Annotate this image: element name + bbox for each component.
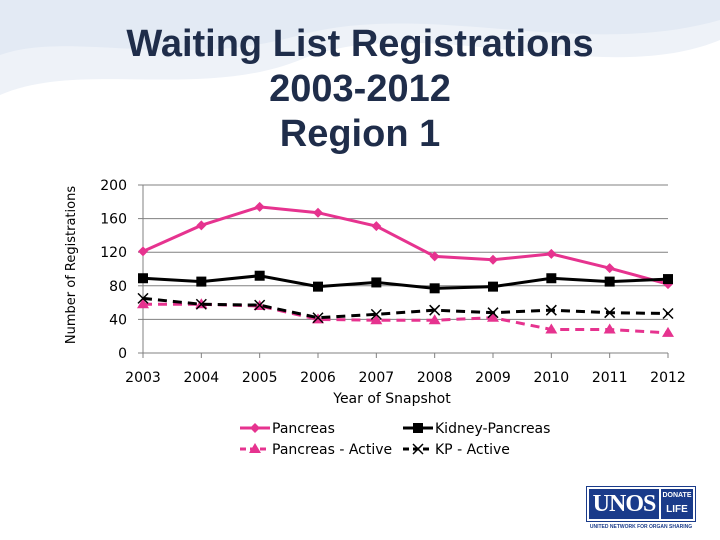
legend-entry: Pancreas [240, 421, 335, 437]
logo-life: LIFE [666, 504, 688, 515]
series-pancreas-active [137, 298, 674, 337]
data-point [429, 251, 440, 262]
x-tick-label: 2011 [592, 370, 628, 386]
data-point [487, 307, 499, 319]
data-point [313, 207, 323, 218]
data-point [413, 423, 423, 433]
data-point [137, 292, 149, 304]
x-tick-label: 2008 [417, 370, 453, 386]
data-point [488, 281, 498, 292]
unos-logo: UNOS DONATE LIFE UNITED NETWORK FOR ORGA… [586, 486, 696, 532]
y-axis-label: Number of Registrations [64, 186, 79, 344]
data-point [371, 277, 382, 288]
legend-entry: Pancreas - Active [240, 442, 392, 458]
x-tick-label: 2006 [300, 370, 336, 386]
series-line [142, 205, 669, 286]
data-point [429, 304, 441, 316]
logo-donate: DONATE [662, 492, 692, 499]
data-point [488, 254, 498, 265]
legend-label: Pancreas - Active [272, 442, 392, 458]
y-tick-label: 80 [109, 279, 127, 295]
logo-donate-life: DONATE LIFE [661, 489, 693, 519]
data-point [137, 298, 149, 309]
chart-title: Waiting List Registrations 2003-2012 Reg… [60, 22, 660, 157]
data-point [138, 273, 148, 284]
series-layer [137, 201, 674, 337]
x-tick-label: 2010 [534, 370, 570, 386]
y-tick-label: 120 [100, 245, 127, 261]
series-kidney-pancreas [138, 270, 673, 294]
data-point [254, 299, 266, 311]
y-tick-label: 0 [118, 346, 127, 362]
legend: Pancreas Kidney-Pancreas Pancreas - Active… [240, 421, 550, 458]
x-tick-label: 2004 [184, 370, 220, 386]
gridlines [143, 184, 668, 320]
series-line [143, 302, 669, 335]
legend-label: Kidney-Pancreas [435, 421, 550, 437]
axes: 0 40 80 120 160 200 2003 2004 2005 2006 2007 2008 20… [100, 178, 686, 386]
data-point [546, 273, 557, 284]
data-point [312, 312, 324, 324]
data-point [195, 298, 207, 310]
data-point [254, 201, 265, 212]
data-point [249, 443, 261, 453]
data-point [545, 304, 557, 316]
series-pancreas [138, 201, 673, 290]
x-tick-label: 2003 [125, 370, 161, 386]
data-point [254, 270, 265, 281]
data-point [546, 248, 557, 259]
legend-entry: KP - Active [403, 442, 510, 458]
title-line-2: 2003-2012 [269, 68, 451, 110]
data-point [429, 283, 440, 294]
logo-frame: UNOS DONATE LIFE [586, 486, 696, 522]
x-axis-label: Year of Snapshot [332, 391, 451, 407]
data-point [662, 326, 674, 337]
data-point [196, 220, 207, 231]
logo-main-text: UNOS [589, 489, 659, 519]
data-point [313, 281, 323, 292]
data-point [487, 311, 499, 322]
series-kp-active [137, 292, 674, 324]
data-point [545, 323, 558, 334]
legend-label: KP - Active [435, 442, 510, 458]
series-line [142, 274, 669, 290]
data-point [604, 263, 615, 274]
series-line [142, 296, 669, 320]
x-tick-label: 2005 [242, 370, 278, 386]
y-tick-label: 200 [100, 178, 127, 194]
data-point [250, 423, 260, 433]
title-line-1: Waiting List Registrations [126, 23, 594, 65]
title-line-3: Region 1 [279, 113, 441, 155]
logo-subtitle: UNITED NETWORK FOR ORGAN SHARING [589, 524, 693, 530]
data-point [604, 307, 616, 319]
y-tick-label: 160 [100, 212, 127, 228]
x-tick-label: 2007 [359, 370, 395, 386]
data-point [412, 443, 424, 455]
x-tick-label: 2009 [475, 370, 511, 386]
x-tick-label: 2012 [650, 370, 686, 386]
data-point [428, 314, 441, 325]
y-tick-label: 40 [109, 312, 127, 328]
data-point [663, 274, 673, 285]
data-point [662, 307, 674, 320]
legend-label: Pancreas [272, 421, 335, 437]
data-point [371, 221, 382, 232]
data-point [196, 276, 207, 287]
data-point [138, 246, 148, 257]
legend-entry: Kidney-Pancreas [403, 421, 550, 437]
data-point [604, 276, 615, 287]
data-point [603, 323, 616, 334]
data-point [370, 308, 382, 320]
data-point [370, 314, 383, 325]
